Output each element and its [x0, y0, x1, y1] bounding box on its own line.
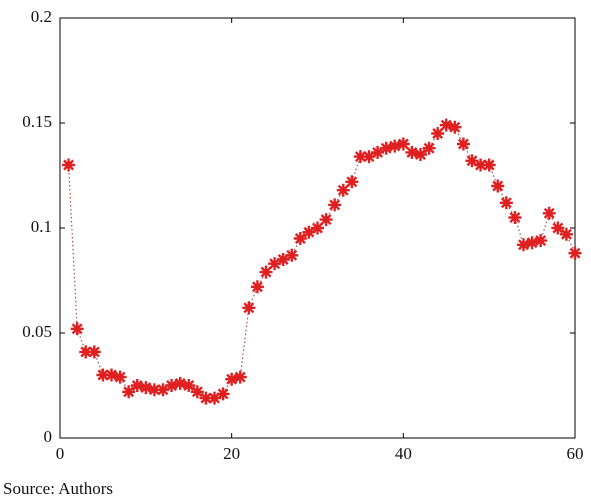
x-tick-label: 60 — [567, 444, 584, 463]
star-marker — [216, 387, 230, 401]
star-marker — [113, 370, 127, 384]
star-marker — [70, 322, 84, 336]
star-marker — [139, 381, 153, 395]
star-marker — [414, 148, 427, 161]
star-marker — [225, 372, 239, 386]
star-marker — [517, 238, 530, 252]
x-tick-label: 20 — [223, 444, 240, 463]
star-marker — [319, 213, 333, 227]
star-marker — [182, 379, 196, 392]
y-tick-label: 0.1 — [31, 217, 52, 236]
star-marker — [96, 368, 110, 382]
star-marker — [276, 253, 290, 266]
star-marker — [62, 158, 76, 172]
star-marker — [345, 175, 359, 189]
x-tick-label: 0 — [56, 444, 65, 463]
star-marker — [105, 368, 118, 382]
y-tick-label: 0.05 — [22, 322, 52, 341]
star-marker — [525, 236, 539, 250]
star-marker — [122, 385, 136, 399]
star-marker — [293, 232, 307, 245]
star-marker — [568, 246, 582, 260]
caption: Source: Authors — [3, 479, 113, 498]
star-marker — [190, 385, 204, 399]
star-marker — [233, 370, 247, 384]
star-marker — [371, 145, 385, 159]
star-marker — [379, 141, 393, 155]
star-marker — [311, 221, 324, 235]
star-marker — [302, 225, 316, 239]
y-tick-label: 0.2 — [31, 7, 52, 26]
star-marker — [328, 198, 342, 212]
star-marker — [542, 206, 556, 220]
star-marker — [362, 150, 376, 164]
y-tick-label: 0 — [44, 427, 53, 446]
star-marker — [422, 141, 436, 155]
star-marker — [147, 383, 161, 397]
star-marker — [208, 391, 221, 405]
star-marker — [130, 379, 144, 392]
star-marker — [79, 345, 93, 359]
star-marker — [242, 301, 256, 315]
star-marker — [199, 391, 213, 405]
star-marker — [353, 150, 367, 164]
star-marker — [165, 379, 179, 392]
y-tick-label: 0.15 — [22, 112, 52, 131]
star-marker — [456, 137, 470, 151]
star-marker — [405, 145, 419, 159]
star-marker — [508, 211, 522, 224]
star-marker — [474, 158, 488, 172]
star-marker — [259, 265, 273, 279]
star-marker — [173, 376, 187, 390]
star-marker — [388, 139, 402, 153]
star-marker — [448, 120, 462, 134]
star-marker — [87, 345, 101, 359]
star-marker — [551, 221, 565, 235]
star-marker — [396, 137, 410, 151]
star-marker — [431, 127, 445, 140]
star-marker — [268, 257, 282, 271]
star-marker — [491, 179, 505, 193]
star-marker — [156, 383, 170, 397]
star-marker — [534, 234, 548, 248]
star-marker — [285, 248, 299, 262]
star-marker — [250, 280, 264, 294]
series-line — [67, 124, 576, 399]
star-marker — [482, 158, 496, 172]
star-marker — [465, 154, 479, 168]
star-marker — [559, 227, 573, 241]
star-marker — [439, 118, 453, 132]
x-tick-label: 40 — [395, 444, 412, 463]
star-marker — [499, 196, 513, 210]
star-marker — [336, 183, 350, 197]
